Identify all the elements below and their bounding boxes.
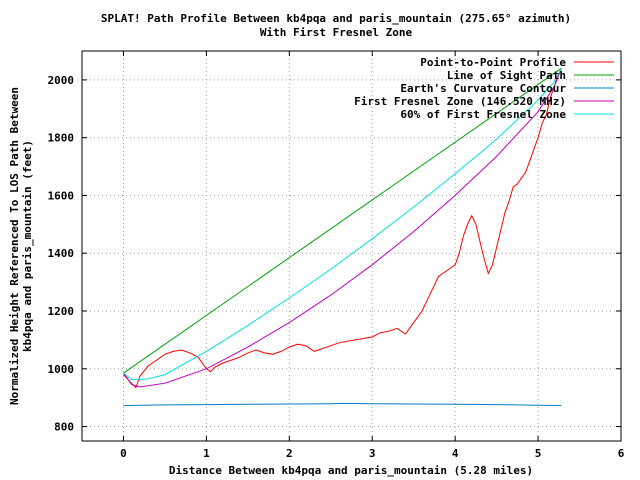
- plot-frame: [81, 50, 622, 442]
- x-tick-label: 4: [452, 447, 459, 460]
- x-tick-labels: 0 1 2 3 4 5 6: [120, 447, 625, 460]
- legend-label: 60% of First Fresnel Zone: [400, 108, 566, 121]
- y-tick-label: 1600: [48, 189, 75, 202]
- legend-label: Point-to-Point Profile: [420, 56, 566, 69]
- series-line-first-fresnel-zone-146-520-mhz: [123, 68, 562, 388]
- chart-title: SPLAT! Path Profile Between kb4pqa and p…: [101, 12, 571, 25]
- y-axis-label-line2: kb4pqa and paris_mountain (feet): [21, 140, 34, 352]
- legend-label: Line of Sight Path: [447, 69, 566, 82]
- grid: [82, 51, 622, 441]
- x-tick-label: 2: [286, 447, 293, 460]
- legend-label: Earth's Curvature Contour: [400, 82, 566, 95]
- series-line-point-to-point-profile: [123, 68, 562, 389]
- y-tick-label: 2000: [48, 74, 75, 87]
- legend-label: First Fresnel Zone (146.520 MHz): [354, 95, 566, 108]
- x-tick-label: 5: [535, 447, 542, 460]
- series-line-earth-s-curvature-contour: [123, 402, 562, 406]
- y-tick-label: 1200: [48, 305, 75, 318]
- series-group: [123, 67, 562, 406]
- series-line-line-of-sight-path: [123, 67, 562, 374]
- series-line-60-of-first-fresnel-zone: [123, 68, 562, 381]
- y-tick-label: 1000: [48, 363, 75, 376]
- x-tick-label: 6: [618, 447, 625, 460]
- x-axis-label: Distance Between kb4pqa and paris_mounta…: [169, 464, 533, 477]
- y-axis-label-line1: Normalized Height Referenced To LOS Path…: [8, 87, 21, 405]
- y-tick-label: 800: [54, 421, 74, 434]
- y-tick-label: 1800: [48, 132, 75, 145]
- x-tick-label: 1: [203, 447, 210, 460]
- y-tick-label: 1400: [48, 247, 75, 260]
- chart-subtitle: With First Fresnel Zone: [260, 26, 413, 39]
- y-tick-labels: 800 1000 1200 1400 1600 1800 2000: [48, 74, 75, 434]
- x-tick-label: 3: [369, 447, 376, 460]
- x-tick-label: 0: [120, 447, 127, 460]
